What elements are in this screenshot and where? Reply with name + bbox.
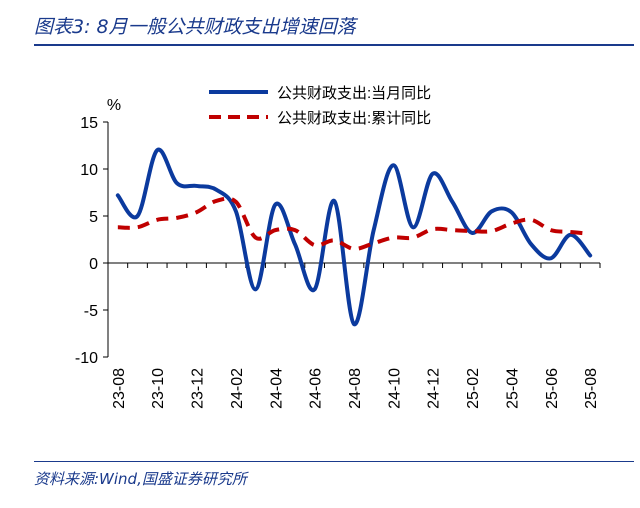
- y-tick-label: -5: [84, 303, 98, 320]
- x-tick-label: 25-06: [544, 368, 561, 409]
- x-tick-label: 24-04: [268, 368, 285, 409]
- legend-label-2: 公共财政支出:累计同比: [277, 110, 431, 127]
- x-tick-label: 24-12: [426, 368, 443, 409]
- series-line-2: [117, 196, 591, 251]
- legend-label-1: 公共财政支出:当月同比: [277, 85, 431, 102]
- x-tick-label: 24-02: [229, 368, 246, 409]
- chart-series: [115, 147, 593, 327]
- y-tick-label: 0: [89, 256, 98, 273]
- series-line-1: [115, 147, 593, 327]
- source-note: 资料来源:Wind,国盛证券研究所: [34, 470, 247, 488]
- x-tick-label: 25-04: [504, 368, 521, 409]
- x-tick-label: 24-10: [386, 368, 403, 409]
- x-tick-label: 23-10: [150, 368, 167, 409]
- x-tick-label: 25-02: [465, 368, 482, 409]
- chart-axes: -10 -5 0 5 10 15% 23-08 23-10 23-12 24-02 24-04 24-…: [75, 97, 601, 409]
- x-tick-label: 25-08: [583, 368, 600, 409]
- x-tick-label: 23-08: [111, 368, 128, 409]
- figure-title: 图表3: 8月一般公共财政支出增速回落: [34, 16, 356, 38]
- y-tick-label: 15: [80, 115, 98, 132]
- x-tick-label: 24-08: [347, 368, 364, 409]
- x-tick-label: 24-06: [308, 368, 325, 409]
- y-tick-label: 10: [80, 162, 98, 179]
- y-unit-label: %: [107, 97, 121, 114]
- y-tick-label: -10: [75, 350, 98, 367]
- title-rule: [34, 44, 634, 46]
- y-tick-label: 5: [89, 209, 98, 226]
- x-tick-label: 23-12: [190, 368, 207, 409]
- source-rule: [34, 461, 634, 462]
